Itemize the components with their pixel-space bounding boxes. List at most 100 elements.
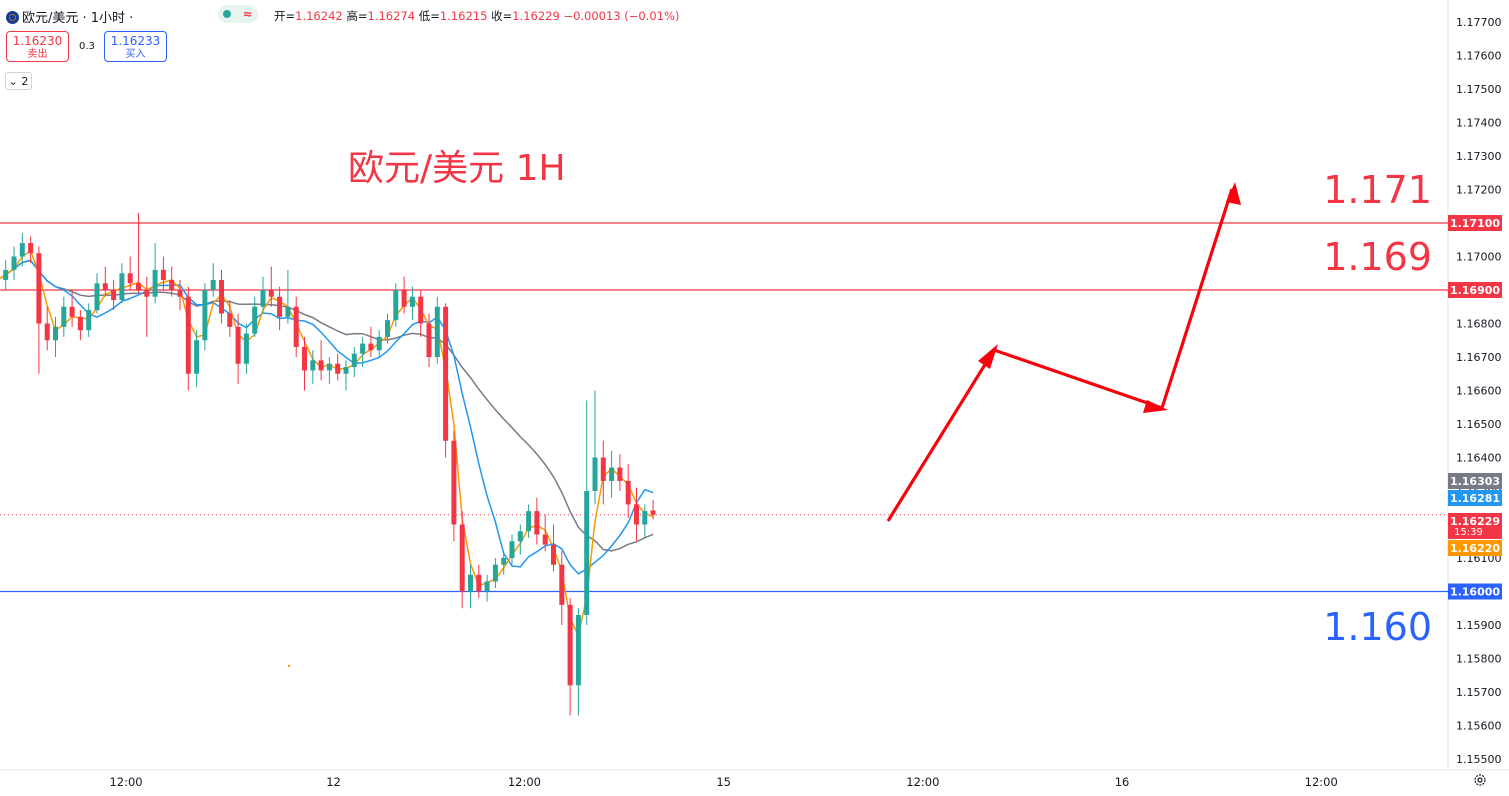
ohlc-readout: 开=1.16242 高=1.16274 低=1.16215 收=1.16229 … <box>274 8 679 24</box>
y-tick-label: 1.17300 <box>1456 150 1502 163</box>
y-tick-label: 1.17600 <box>1456 50 1502 63</box>
y-tick-label: 1.16800 <box>1456 318 1502 331</box>
candle-body <box>393 290 399 321</box>
eur-usd-flag-icon <box>6 11 19 24</box>
arrow-head-up-1 <box>978 344 998 369</box>
candle-body <box>210 279 216 290</box>
candle-body <box>302 346 307 371</box>
candle-body <box>567 604 573 686</box>
candle-body <box>434 306 440 357</box>
candle-body <box>401 290 407 307</box>
symbol-header[interactable]: 欧元/美元 · 1小时 · <box>6 7 133 26</box>
chevron-down-icon: ⌄ <box>8 75 18 88</box>
level-1169-label: 1.169 <box>1323 235 1432 279</box>
price-tag-label: 1.16220 <box>1450 542 1500 555</box>
candle-body <box>69 306 75 317</box>
level-tag-bg <box>1448 282 1502 298</box>
level-tag-label: 1.16900 <box>1450 284 1500 297</box>
level-1171-label: 1.171 <box>1323 168 1432 212</box>
x-tick-label: 16 <box>1115 775 1130 789</box>
x-tick-label: 12:00 <box>109 775 142 789</box>
candle-body <box>459 524 465 592</box>
price-tag-bg <box>1448 540 1502 556</box>
gear-icon[interactable] <box>1473 773 1487 787</box>
candle-body <box>136 283 141 290</box>
candle-body <box>243 333 249 364</box>
x-tick-label: 15 <box>716 775 731 789</box>
candle-body <box>119 273 125 301</box>
low-label: 低= <box>418 9 440 23</box>
buy-button[interactable]: 1.16233 买入 <box>104 31 167 62</box>
candle-body <box>19 243 25 257</box>
y-tick-label: 1.17400 <box>1456 117 1502 130</box>
y-tick-label: 1.16700 <box>1456 351 1502 364</box>
price-tag-label: 1.16229 <box>1450 515 1500 528</box>
candle-body <box>11 256 17 270</box>
candle-body <box>609 467 615 481</box>
candle-body <box>3 269 9 280</box>
y-tick-label: 1.16600 <box>1456 385 1502 398</box>
candle-body <box>600 457 606 481</box>
candle-body <box>235 326 241 364</box>
level-tag-bg <box>1448 583 1502 600</box>
candle-body <box>526 511 532 532</box>
stray-marker <box>287 664 291 668</box>
sell-price: 1.16230 <box>12 34 63 48</box>
market-status[interactable]: ≈ <box>218 5 258 23</box>
candle-body <box>144 290 150 297</box>
close-label: 收= <box>491 9 513 23</box>
y-tick-label: 1.17200 <box>1456 184 1502 197</box>
candle-body <box>509 541 515 558</box>
candle-body <box>268 290 274 297</box>
candle-body <box>310 360 316 371</box>
y-tick-label: 1.15800 <box>1456 653 1502 666</box>
candle-body <box>194 340 200 374</box>
indicator-collapse-button[interactable]: ⌄ 2 <box>5 72 32 90</box>
candle-body <box>542 534 548 545</box>
sell-button[interactable]: 1.16230 卖出 <box>6 31 69 62</box>
x-tick-label: 12 <box>326 775 341 789</box>
candle-body <box>501 558 507 565</box>
buy-price: 1.16233 <box>110 34 161 48</box>
candle-body <box>368 343 374 351</box>
close-value: 1.16229 <box>512 9 560 23</box>
candle-body <box>335 363 341 374</box>
candle-body <box>202 290 208 341</box>
candle-body <box>642 511 648 525</box>
y-tick-label: 1.17500 <box>1456 83 1502 96</box>
candle-body <box>426 323 432 357</box>
arrow-head-down <box>1143 400 1168 413</box>
candle-body <box>376 336 382 351</box>
candle-body <box>260 290 266 307</box>
candle-body <box>94 283 100 311</box>
candle-body <box>575 614 581 686</box>
arrow-head-up-2 <box>1226 182 1241 205</box>
y-tick-label: 1.15500 <box>1456 753 1502 766</box>
candle-body <box>293 306 299 347</box>
candle-body <box>468 574 473 592</box>
level-tag-bg <box>1448 215 1502 231</box>
level-tag-label: 1.17100 <box>1450 217 1500 230</box>
candle-body <box>219 279 224 314</box>
spread-value: 0.3 <box>79 41 95 52</box>
candle-body <box>77 316 83 331</box>
forecast-arrow-path <box>886 188 1234 522</box>
candle-body <box>484 581 490 592</box>
market-open-indicator[interactable]: ≈ <box>218 5 258 23</box>
candle-body <box>86 310 92 331</box>
candle-body <box>227 313 233 327</box>
ma-fast-line <box>0 249 654 638</box>
price-tag-label: 1.16303 <box>1450 475 1500 488</box>
candle-body <box>409 296 415 307</box>
candle-body <box>634 504 639 525</box>
y-tick-label: 1.16500 <box>1456 418 1502 431</box>
candle-body <box>592 457 598 491</box>
price-tag-bg <box>1448 490 1502 506</box>
market-dot-icon <box>223 10 232 18</box>
buy-label: 买入 <box>125 49 146 60</box>
candle-body <box>152 269 158 297</box>
candle-body <box>559 564 565 605</box>
candle-body <box>351 353 357 368</box>
candle-body <box>517 531 523 542</box>
